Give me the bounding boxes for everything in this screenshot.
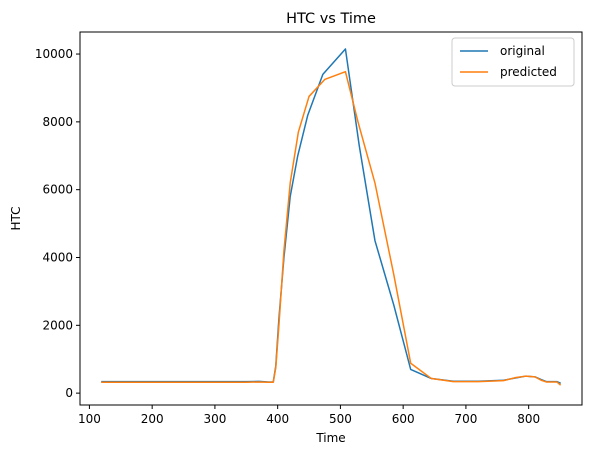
y-tick-label-4000: 4000 (42, 250, 73, 264)
y-tick-label-2000: 2000 (42, 318, 73, 332)
plot-frame (79, 31, 583, 406)
x-tick-label-700: 700 (454, 412, 477, 426)
y-tick-label-6000: 6000 (42, 183, 73, 197)
x-tick-label-200: 200 (141, 412, 164, 426)
legend-label-predicted: predicted (500, 65, 557, 79)
x-tick-label-100: 100 (78, 412, 101, 426)
series-layer (101, 48, 562, 386)
y-axis-title: HTC (9, 206, 23, 230)
legend-items: original predicted (460, 44, 557, 79)
legend-label-original: original (500, 44, 545, 58)
y-tick-label-8000: 8000 (42, 115, 73, 129)
y-tick-label-0: 0 (65, 386, 73, 400)
axis-ticks: 100 200 300 400 500 600 700 8000200040006000800… (35, 47, 540, 426)
x-tick-label-600: 600 (392, 412, 415, 426)
series-line-predicted (101, 70, 562, 386)
x-tick-label-500: 500 (329, 412, 352, 426)
x-tick-label-400: 400 (266, 412, 289, 426)
x-tick-label-800: 800 (517, 412, 540, 426)
x-axis-title: Time (315, 431, 345, 445)
chart-title: HTC vs Time (286, 11, 376, 27)
axes-frame (79, 31, 583, 406)
x-tick-label-300: 300 (203, 412, 226, 426)
legend: original predicted (451, 37, 575, 87)
y-tick-label-10000: 10000 (35, 47, 73, 61)
legend-box (451, 37, 575, 87)
